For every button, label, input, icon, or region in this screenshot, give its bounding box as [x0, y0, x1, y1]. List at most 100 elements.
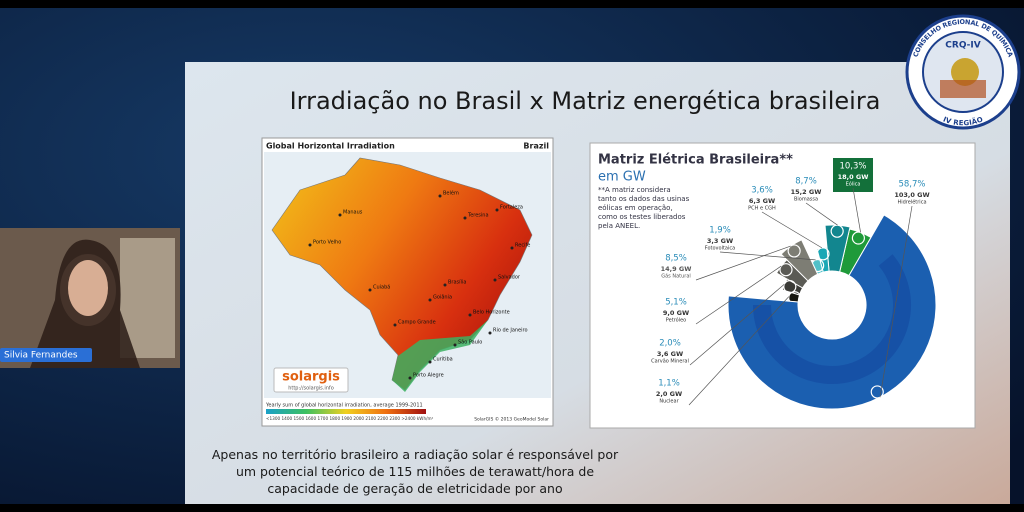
map-credit: SolarGIS © 2013 GeoModel Solar [474, 416, 549, 423]
leader-line [805, 202, 838, 226]
item-source: PCH e CGH [748, 206, 776, 212]
sector-icon [779, 263, 793, 277]
leader-line [719, 251, 816, 261]
item-source: Nuclear [659, 399, 679, 405]
item-share: 8,5% [665, 254, 687, 264]
city-label: Rio de Janeiro [493, 328, 528, 334]
item-source: Fotovoltaica [705, 246, 735, 252]
city-label: Goiânia [433, 294, 452, 301]
item-source: Eólica [846, 181, 861, 188]
name-tag [0, 348, 92, 362]
city-dot [463, 216, 467, 220]
sector-icon [851, 231, 865, 245]
logo-building [940, 80, 986, 98]
item-share: 10,3% [839, 162, 866, 172]
city-label: Porto Alegre [413, 373, 444, 379]
logo-gear [951, 58, 979, 86]
matrix-note-box: **A matriz considera tanto os dados das … [598, 186, 690, 230]
item-source: Gás Natural [661, 273, 691, 280]
item-capacity: 9,0 GW [663, 309, 689, 317]
city-label: Porto Velho [313, 240, 341, 246]
city-label: Salvador [498, 275, 521, 281]
item-share: 3,6% [751, 186, 773, 196]
city-dot [488, 331, 492, 335]
item-share: 2,0% [659, 339, 681, 349]
map-url: http://solargis.info [288, 386, 334, 392]
brand-box [273, 367, 349, 393]
logo-acronym: CRQ-IV [945, 41, 980, 51]
label-box [833, 158, 873, 192]
city-label: Campo Grande [398, 320, 436, 326]
logo: CRQ-IV CONSELHO REGIONAL DE QUÍMICA IV R… [905, 14, 1021, 130]
city-label: Belém [443, 190, 459, 197]
sector-icon [870, 385, 884, 399]
donut-hole [798, 271, 866, 339]
item-capacity: 6,3 GW [749, 197, 775, 205]
donut [727, 214, 937, 410]
leader-line [695, 265, 782, 325]
webcam-tile: Silvia Fernandes [0, 228, 180, 368]
hydro-inner [753, 254, 911, 384]
participant-name: Silvia Fernandes [4, 351, 78, 361]
slide-title: Irradiação no Brasil x Matriz energética… [290, 87, 881, 115]
city-dot [495, 208, 499, 212]
item-share: 5,1% [665, 298, 687, 308]
item-source: Biomassa [794, 197, 818, 203]
item-share: 1,1% [658, 379, 680, 389]
city-dot [493, 278, 497, 282]
leader-line [689, 283, 785, 366]
map-legend-title: Yearly sum of global horizontal irradiat… [265, 403, 423, 409]
item-capacity: 15,2 GW [791, 188, 822, 196]
item-share: 1,9% [709, 226, 731, 236]
item-capacity: 3,6 GW [657, 350, 683, 358]
map-legend-scale [266, 409, 426, 414]
item-source: Hidrelétrica [897, 199, 926, 206]
city-dot [510, 246, 514, 250]
leader-line [688, 296, 790, 406]
item-capacity: 18,0 GW [838, 173, 869, 181]
sector-icon [816, 247, 830, 261]
item-source: Petróleo [666, 317, 686, 324]
map-brand: solargis [282, 370, 340, 385]
leader-line [761, 211, 823, 249]
item-share: 58,7% [898, 180, 925, 190]
matrix-note: **A matriz considera tanto os dados das … [598, 186, 690, 230]
sector-icon [787, 244, 801, 258]
top-bar [0, 0, 1024, 8]
city-dot [428, 298, 432, 302]
city-label: Curitiba [433, 357, 453, 363]
city-dot [428, 360, 432, 364]
item-source: Carvão Mineral [651, 359, 689, 365]
face-front [68, 260, 108, 316]
map-legend-labels: <1300 1400 1500 1600 1700 1800 1900 2000… [266, 416, 434, 421]
leader-line [695, 245, 791, 281]
bottom-bar [0, 504, 1024, 512]
city-label: Belo Horizonte [473, 310, 510, 316]
city-label: Teresina [467, 213, 489, 219]
leader-line [879, 205, 913, 398]
city-label: Cuiabá [373, 284, 390, 291]
item-share: 8,7% [795, 177, 817, 187]
logo-ring-bottom-path: IV REGIÃO [942, 115, 984, 127]
south-region [392, 320, 488, 392]
city-dot [453, 343, 457, 347]
city-label: Manaus [343, 210, 363, 216]
item-capacity: 2,0 GW [656, 390, 682, 398]
city-dot [338, 213, 342, 217]
city-dot [408, 376, 412, 380]
city-label: São Paulo [458, 340, 482, 346]
city-label: Brasília [448, 279, 466, 286]
logo-ring-bottom: IV REGIÃO [942, 115, 984, 127]
city-dot [468, 313, 472, 317]
city-labels: Manaus Belém Fortaleza Teresina Recife Salvad… [308, 190, 530, 380]
item-capacity: 3,3 GW [707, 237, 733, 245]
city-dot [438, 194, 442, 198]
matrix-title: Matriz Elétrica Brasileira** [598, 153, 793, 168]
item-capacity: 103,0 GW [894, 191, 929, 199]
city-label: Fortaleza [500, 205, 523, 211]
city-label: Recife [515, 243, 530, 249]
city-dot [368, 288, 372, 292]
